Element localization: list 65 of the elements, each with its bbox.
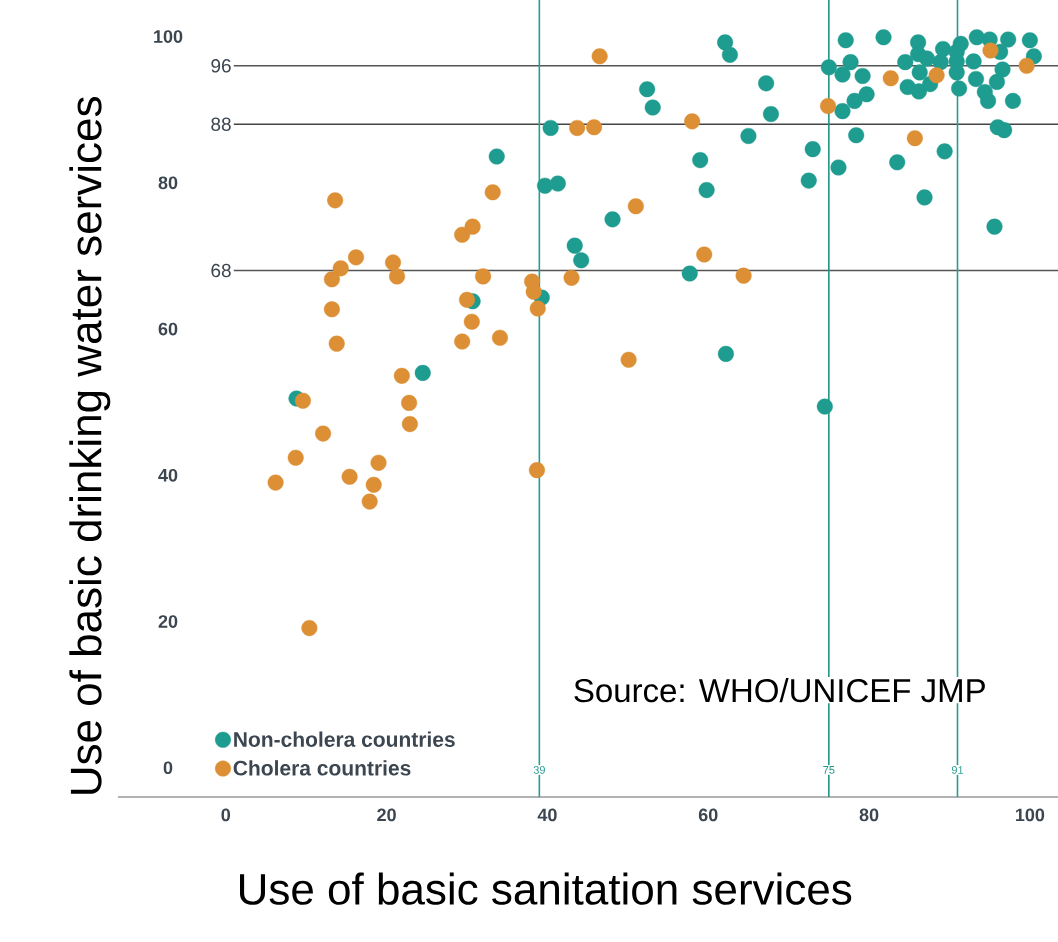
point <box>287 449 304 466</box>
x-tick-label: 0 <box>221 808 231 822</box>
point <box>491 329 508 346</box>
y-tick-label: 20 <box>158 615 178 628</box>
point <box>684 113 701 130</box>
ref-line-label: 96 <box>211 59 231 73</box>
ref-line-label: 68 <box>211 263 231 278</box>
point <box>696 246 713 263</box>
point <box>370 454 387 471</box>
ref-line-label: 75 <box>823 766 835 774</box>
point <box>348 249 365 266</box>
point <box>463 313 480 330</box>
y-tick-label: 40 <box>158 468 178 482</box>
point <box>464 218 481 235</box>
point <box>315 425 332 442</box>
point <box>267 474 284 491</box>
x-axis-title: Use of basic sanitation services <box>240 872 852 905</box>
point <box>327 192 344 209</box>
point <box>389 268 406 285</box>
x-tick-label: 80 <box>859 808 879 822</box>
y-tick-label: 100 <box>154 30 183 43</box>
point <box>735 267 752 284</box>
point <box>323 301 340 318</box>
legend-label: Cholera countries <box>233 760 411 776</box>
point <box>328 335 345 352</box>
point <box>586 119 603 136</box>
x-tick-label: 40 <box>537 808 557 822</box>
point <box>361 493 378 510</box>
y-tick-label: 60 <box>158 322 178 336</box>
point <box>454 226 471 243</box>
x-tick-label: 20 <box>377 808 396 822</box>
point <box>1018 57 1035 74</box>
point <box>454 333 471 350</box>
point <box>620 351 637 368</box>
point <box>385 254 402 271</box>
point <box>591 48 608 65</box>
x-tick-label: 60 <box>698 808 718 822</box>
point <box>475 268 492 285</box>
point <box>401 394 418 411</box>
point <box>393 367 410 384</box>
y-tick-label: 0 <box>163 761 173 775</box>
ref-line-label: 88 <box>211 117 231 132</box>
point <box>332 260 349 277</box>
point <box>882 70 899 87</box>
point <box>627 198 644 215</box>
x-tick-label: 100 <box>1015 808 1045 822</box>
annotation: Source: WHO/UNICEF JMP <box>574 678 985 703</box>
point <box>458 291 475 308</box>
y-tick-label: 80 <box>158 176 178 190</box>
y-axis-title: Use of basic drinking water services <box>69 97 111 794</box>
point <box>341 468 358 485</box>
ref-line-label: 39 <box>533 766 545 774</box>
point <box>365 476 382 493</box>
point <box>323 271 340 288</box>
legend-label: Non-cholera countries <box>234 731 455 747</box>
point <box>484 184 501 201</box>
ref-line-label: 91 <box>951 766 964 774</box>
point <box>569 119 586 136</box>
point <box>906 130 923 147</box>
point <box>401 416 418 433</box>
point <box>563 269 580 286</box>
point <box>820 98 837 115</box>
point <box>529 300 546 317</box>
point <box>301 620 318 637</box>
point <box>528 462 545 479</box>
